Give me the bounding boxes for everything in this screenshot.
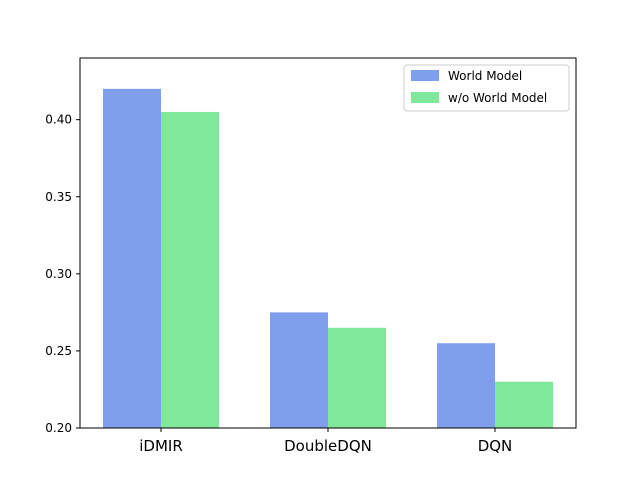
- legend-box: [403, 64, 570, 112]
- x-tick-label-doubledqn: DoubleDQN: [284, 437, 372, 455]
- bar-idmir-series-2: [161, 111, 219, 428]
- plot-frame: [79, 57, 577, 429]
- y-tick-label: 0.35: [45, 190, 72, 204]
- y-tick-label: 0.25: [45, 344, 72, 358]
- bar-doubledqn-series-2: [328, 327, 386, 428]
- x-tick-label-idmir: iDMIR: [139, 437, 183, 455]
- legend-label-series-2: w/o World Model: [448, 91, 547, 105]
- y-tick-label: 0.40: [45, 113, 72, 127]
- y-axis: 0.20 0.25 0.30 0.35 0.40: [45, 113, 80, 435]
- bar-dqn-series-2: [495, 381, 553, 428]
- legend-swatch-series-2: [411, 92, 439, 103]
- legend-label-series-1: World Model: [448, 69, 522, 83]
- legend-swatch-series-1: [411, 70, 439, 81]
- legend: World Model w/o World Model: [403, 64, 570, 112]
- bar-doubledqn-series-1: [270, 312, 328, 428]
- bar-dqn-series-1: [437, 343, 495, 428]
- y-tick-label: 0.20: [45, 421, 72, 435]
- y-tick-label: 0.30: [45, 267, 72, 281]
- x-tick-label-dqn: DQN: [478, 437, 513, 455]
- bar-idmir-series-1: [103, 88, 161, 428]
- x-axis: iDMIR DoubleDQN DQN: [139, 428, 512, 455]
- bars-layer: [103, 88, 553, 428]
